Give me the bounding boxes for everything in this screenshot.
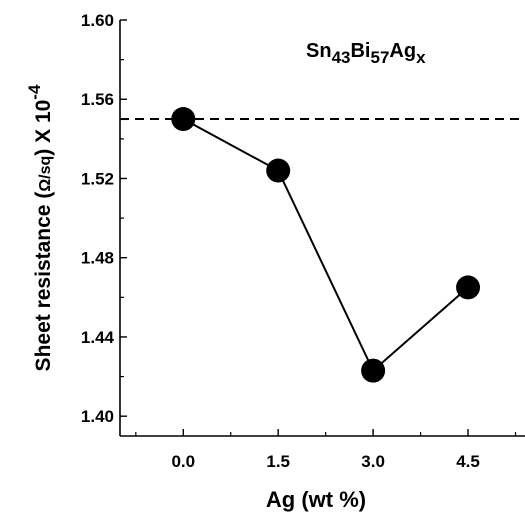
x-axis-title: Ag (wt %) [266,487,366,512]
annotation-part: Sn [306,40,332,62]
x-tick-label: 1.5 [266,452,290,471]
y-tick-label: 1.52 [81,169,114,188]
y-axis-title: Sheet resistance (Ω/sq) X 10-4 [25,84,55,371]
x-tick-label: 0.0 [171,452,195,471]
x-tick-label: 4.5 [456,452,480,471]
data-point-marker [266,158,291,183]
y-axis-title-main: Sheet resistance ( [32,192,55,372]
data-point-marker [456,275,481,300]
annotation-part: 57 [370,48,389,67]
series-line [182,118,469,373]
y-tick-label: 1.48 [81,249,114,268]
y-tick-label: 1.56 [81,90,114,109]
y-tick-label: 1.60 [81,11,114,30]
series-group [171,107,481,383]
annotation-part: x [416,48,426,67]
axes [119,19,525,437]
y-tick-label: 1.44 [81,328,115,347]
annotation-part: 43 [332,48,351,67]
x-tick-label: 3.0 [361,452,385,471]
data-point-marker [171,107,196,132]
annotation-part: Bi [350,40,370,62]
labels-group: 1.40 1.44 1.48 1.52 1.56 1.60 0.0 1.5 3.0 4.5 [81,11,480,471]
composition-annotation: Sn43Bi57Agx [306,40,426,67]
y-axis-title-close: ) X 10 [32,100,55,156]
y-tick-label: 1.40 [81,407,114,426]
y-axis-title-exponent: -4 [25,84,44,100]
annotation-part: Ag [389,40,416,62]
y-axis-title-unit: Ω/sq [37,156,54,192]
data-point-marker [361,358,386,383]
